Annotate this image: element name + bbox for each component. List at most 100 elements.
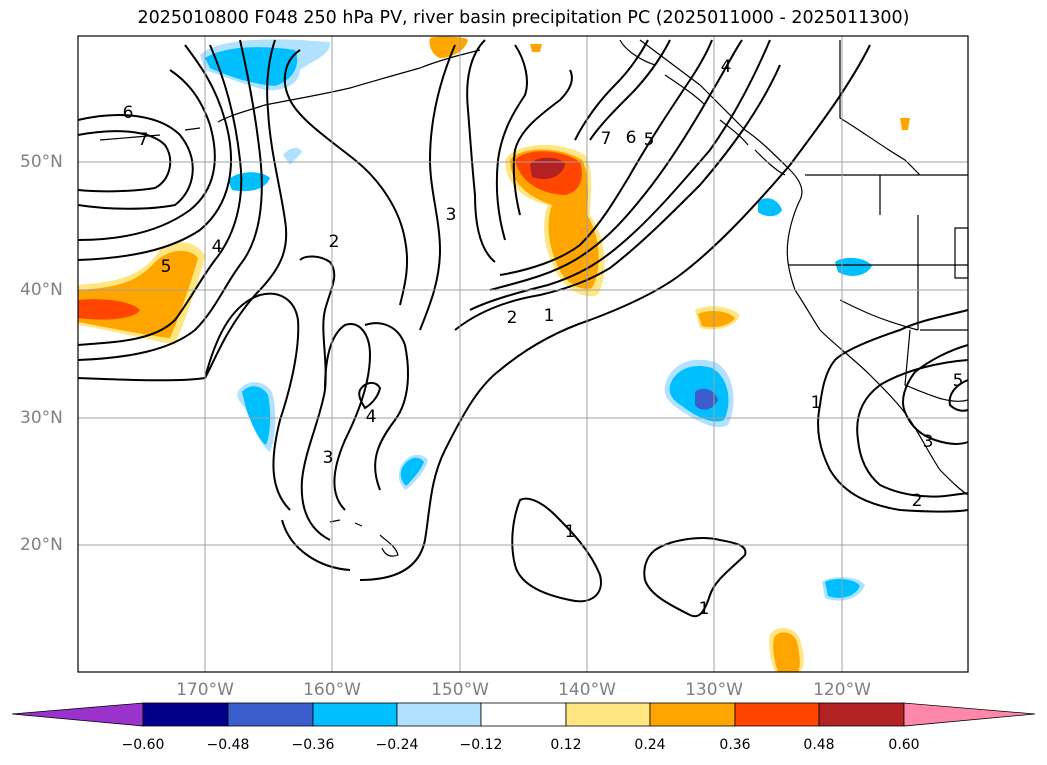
pv-contour [643,537,747,618]
pv-contour [817,309,969,513]
lon-label: 130°W [685,680,743,700]
lon-label: 140°W [558,680,616,700]
precip-shade [835,257,872,276]
coastlines [99,39,969,557]
pv-contour [511,497,602,603]
colorbar-tick-label: −0.36 [291,737,335,753]
lat-label: 40°N [20,280,63,300]
colorbar-segment [565,702,651,727]
pv-contour [454,64,781,331]
colorbar-tick-label: −0.12 [459,737,503,753]
precip-shade [758,198,782,217]
pv-contour [204,292,300,511]
map-title: 2025010800 F048 250 hPa PV, river basin … [137,8,910,28]
contour-label: 5 [644,130,655,150]
lon-label: 170°W [176,680,234,700]
precip-shade [283,147,302,165]
colorbar [11,702,1036,727]
colorbar-tick-label: 0.48 [803,737,835,753]
colorbar-tick-label: 0.36 [719,737,751,753]
pv-contour [419,44,456,331]
colorbar-segment [734,702,820,727]
precip-shade [530,157,565,180]
contour-label: 2 [507,308,518,328]
coastline [619,39,786,176]
precip-shade [530,44,542,52]
pv-contour [358,382,382,410]
contour-label: 1 [699,599,710,619]
colorbar-tick-label: 0.60 [888,737,920,753]
lat-label: 50°N [20,152,63,172]
contour-label: 3 [923,432,934,452]
precip-shade [773,632,800,672]
pv-contour [77,39,288,382]
pv-contour [77,39,263,361]
pv-contour [77,114,194,210]
pv-contour [466,39,496,263]
contour-label: 7 [601,129,612,149]
pv-contour [856,359,969,498]
pv-contour [489,39,743,291]
pv-contour [589,39,671,141]
colorbar-tick-label: 0.24 [634,737,666,753]
pv-contour [948,379,969,412]
contour-labels: 6 7 5 4 2 3 4 3 2 1 7 6 5 4 1 1 1 2 3 5 [123,57,964,619]
precip-shade [205,47,298,86]
pv-contour [299,255,336,541]
border [788,175,969,402]
border [839,299,919,331]
contour-label: 2 [912,491,923,511]
precip-shade [698,310,735,328]
contour-label: 3 [323,448,334,468]
contour-label: 3 [446,205,457,225]
lon-label: 160°W [303,680,361,700]
pv-contour [512,69,573,216]
lon-label: 120°W [813,680,871,700]
colorbar-segment [649,702,736,727]
pv-contour [283,49,409,306]
precip-shade [695,388,718,410]
pv-contour [77,130,172,193]
contour-label: 6 [626,128,637,148]
colorbar-segment [227,702,314,727]
colorbar-segment [480,702,567,727]
pv-contour [574,39,649,141]
coastline [99,127,201,141]
gridlines [78,36,968,672]
pv-contour [77,44,232,261]
colorbar-tick-label: −0.48 [206,737,250,753]
contour-label: 2 [329,232,340,252]
lat-label: 30°N [20,408,63,428]
pv-contour [364,322,409,491]
border [954,227,969,279]
colorbar-tick-label: −0.60 [121,737,165,753]
pv-contour [902,344,969,446]
lat-label: 20°N [20,535,63,555]
pv-contour [499,39,713,276]
precip-shading [78,36,910,672]
colorbar-segment [903,702,1036,727]
coastline [329,519,399,557]
pv-contour [77,44,243,346]
precip-shade [78,299,140,320]
pv-contour [324,323,372,511]
pv-contour [495,44,528,241]
contour-label: 1 [811,393,822,413]
colorbar-segment [396,702,482,727]
colorbar-segment [11,702,144,727]
precip-shade [429,36,468,58]
contour-label: 6 [123,103,134,123]
colorbar-segment [312,702,398,727]
pv-contour [359,44,871,581]
precip-shade [400,457,424,486]
colorbar-segment [818,702,905,727]
contour-label: 4 [721,57,732,77]
contour-label: 4 [212,237,223,257]
contour-label: 5 [953,371,964,391]
pv-contour [77,69,216,241]
contour-label: 7 [138,130,149,150]
precip-shade [228,172,270,192]
contour-label: 1 [544,306,555,326]
colorbar-tick-label: −0.24 [375,737,419,753]
